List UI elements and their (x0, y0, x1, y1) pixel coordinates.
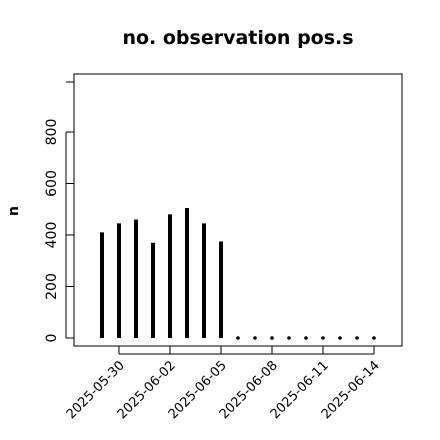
y-tick-label: 200 (44, 273, 60, 300)
y-tick-label: 600 (44, 170, 60, 197)
bar-zero-point (287, 336, 291, 340)
bar-zero-point (270, 336, 274, 340)
y-axis-label: n (6, 206, 22, 216)
bar-zero-point (338, 336, 342, 340)
plot-marks: 02004006008002025-05-302025-06-022025-06… (44, 81, 383, 422)
plot-frame (73, 73, 403, 347)
bar-zero-point (321, 336, 325, 340)
y-tick-label: 400 (44, 222, 60, 249)
y-tick-label: 0 (44, 334, 60, 343)
bar-zero-point (236, 336, 240, 340)
bar-zero-point (355, 336, 359, 340)
chart-title: no. observation pos.s (122, 27, 353, 49)
bar-zero-point (253, 336, 257, 340)
bar-zero-point (304, 336, 308, 340)
y-tick-label: 800 (44, 119, 60, 146)
bar-zero-point (372, 336, 376, 340)
